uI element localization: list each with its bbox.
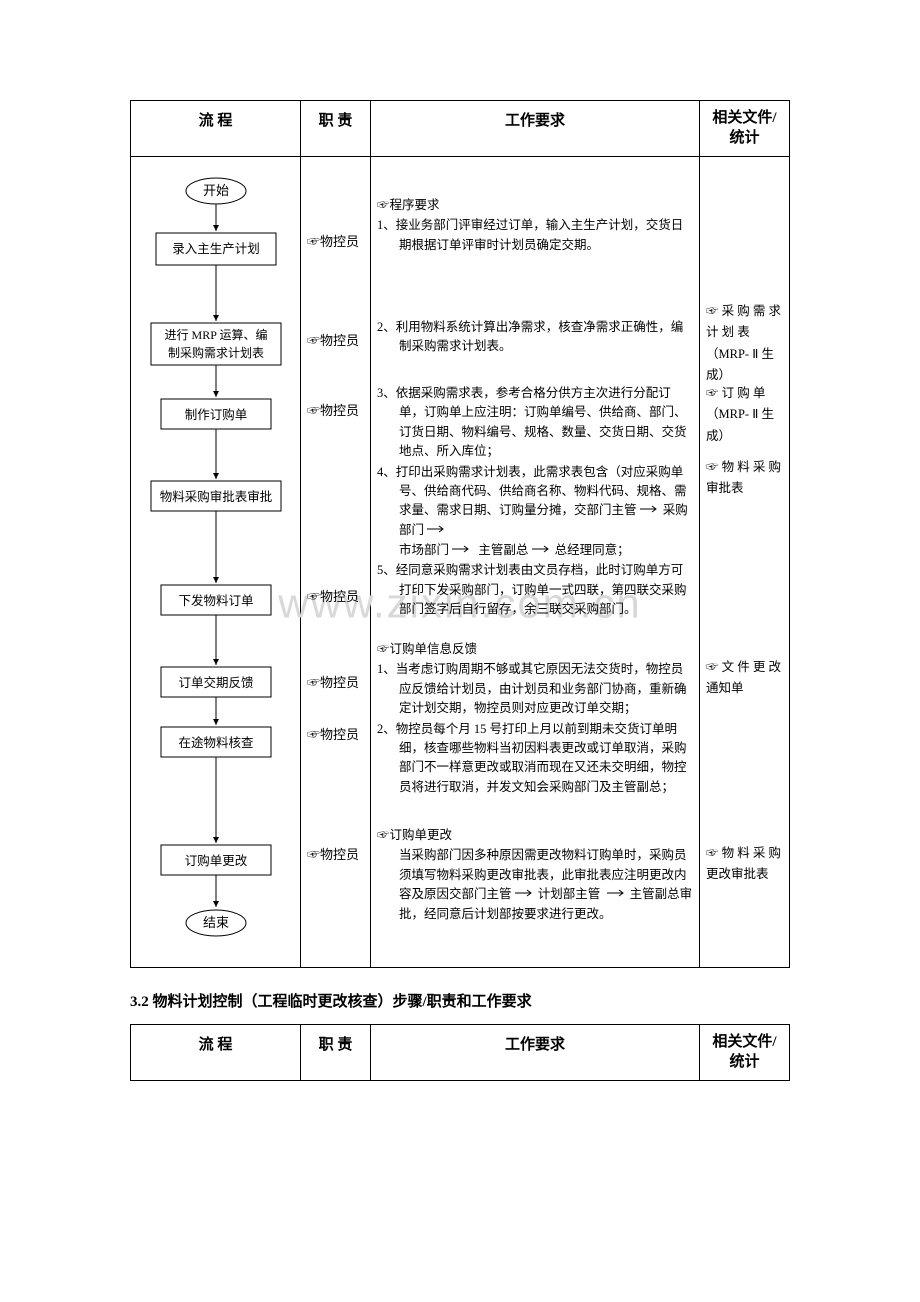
header-doc: 相关文件/统计	[700, 1025, 790, 1081]
svg-text:物料采购审批表审批: 物料采购审批表审批	[159, 489, 272, 504]
req-line: 2、物控员每个月 15 号打印上月以前到期未交货订单明细，核查哪些物料当初因料表…	[377, 720, 693, 798]
header-doc: 相关文件/统计	[700, 101, 790, 157]
svg-text:制作订购单: 制作订购单	[184, 407, 247, 422]
doc-item: ☞ 物 料 采 购 审批表	[706, 457, 785, 500]
header-flow: 流 程	[131, 1025, 301, 1081]
header-duty: 职 责	[301, 1025, 371, 1081]
req-line: 5、经同意采购需求计划表由文员存档，此时订购单方可打印下发采购部门，订购单一式四…	[377, 561, 693, 619]
req-section-title: ☞程序要求	[377, 196, 693, 215]
doc-item: ☞ 物 料 采 购 更改审批表	[706, 843, 785, 886]
req-section-title: ☞订购单更改	[377, 826, 693, 845]
duty-item: ☞物控员	[307, 725, 359, 746]
req-line: 2、利用物料系统计算出净需求，核查净需求正确性，编制采购需求计划表。	[377, 318, 693, 357]
duty-item: ☞物控员	[307, 401, 359, 422]
arrow-icon	[607, 889, 627, 898]
requirements-cell: ☞程序要求 1、接业务部门评审经过订单，输入主生产计划，交货日期根据订单评审时计…	[371, 157, 700, 968]
req-line: 市场部门 主管副总 总经理同意；	[377, 541, 693, 560]
header-req: 工作要求	[371, 101, 700, 157]
duty-item: ☞物控员	[307, 673, 359, 694]
procedure-table-2: 流 程 职 责 工作要求 相关文件/统计	[130, 1024, 790, 1081]
header-flow: 流 程	[131, 101, 301, 157]
svg-text:在途物料核查: 在途物料核查	[178, 735, 254, 750]
procedure-table-1: 流 程 职 责 工作要求 相关文件/统计 开始 录入主生产计划 进行 MRP 运…	[130, 100, 790, 968]
duty-item: ☞物控员	[307, 587, 359, 608]
header-duty: 职 责	[301, 101, 371, 157]
svg-text:进行 MRP 运算、编: 进行 MRP 运算、编	[164, 327, 267, 342]
svg-text:录入主生产计划: 录入主生产计划	[172, 242, 260, 256]
arrow-icon	[427, 525, 447, 534]
req-section-title: ☞订购单信息反馈	[377, 640, 693, 659]
duty-item: ☞物控员	[307, 232, 359, 253]
arrow-icon	[532, 545, 552, 554]
doc-item: ☞ 文 件 更 改 通知单	[706, 657, 785, 700]
arrow-icon	[515, 889, 535, 898]
flowchart-svg: 开始 录入主生产计划 进行 MRP 运算、编 制采购需求计划表 制作订购单 物料…	[136, 167, 296, 957]
svg-text:订购单更改: 订购单更改	[184, 853, 247, 868]
svg-text:开始: 开始	[202, 183, 228, 198]
req-line: 当采购部门因多种原因需更改物料订购单时，采购员须填写物料采购更改审批表，此审批表…	[377, 846, 693, 924]
req-line: 1、当考虑订购周期不够或其它原因无法交货时，物控员应反馈给计划员，由计划员和业务…	[377, 660, 693, 718]
doc-item: ☞ 订 购 单（MRP- Ⅱ 生成）	[706, 383, 785, 447]
svg-text:结束: 结束	[202, 915, 228, 930]
flowchart-cell: 开始 录入主生产计划 进行 MRP 运算、编 制采购需求计划表 制作订购单 物料…	[131, 157, 301, 968]
duty-cell: ☞物控员 ☞物控员 ☞物控员 ☞物控员 ☞物控员 ☞物控员 ☞物控员	[301, 157, 371, 968]
duty-item: ☞物控员	[307, 845, 359, 866]
req-line: 1、接业务部门评审经过订单，输入主生产计划，交货日期根据订单评审时计划员确定交期…	[377, 216, 693, 255]
duty-item: ☞物控员	[307, 331, 359, 352]
svg-text:下发物料订单: 下发物料订单	[178, 593, 253, 608]
req-line: 3、依据采购需求表，参考合格分供方主次进行分配订单，订购单上应注明：订购单编号、…	[377, 384, 693, 462]
doc-item: ☞ 采 购 需 求 计 划 表（MRP- Ⅱ 生成）	[706, 301, 785, 386]
arrow-icon	[452, 545, 472, 554]
svg-text:制采购需求计划表: 制采购需求计划表	[167, 345, 263, 360]
docs-cell: ☞ 采 购 需 求 计 划 表（MRP- Ⅱ 生成） ☞ 订 购 单（MRP- …	[700, 157, 790, 968]
req-line: 4、打印出采购需求计划表，此需求表包含（对应采购单号、供给商代码、供给商名称、物…	[377, 463, 693, 541]
section-heading: 3.2 物料计划控制（工程临时更改核查）步骤/职责和工作要求	[130, 990, 790, 1014]
arrow-icon	[640, 505, 660, 514]
header-req: 工作要求	[371, 1025, 700, 1081]
svg-text:订单交期反馈: 订单交期反馈	[178, 675, 253, 690]
